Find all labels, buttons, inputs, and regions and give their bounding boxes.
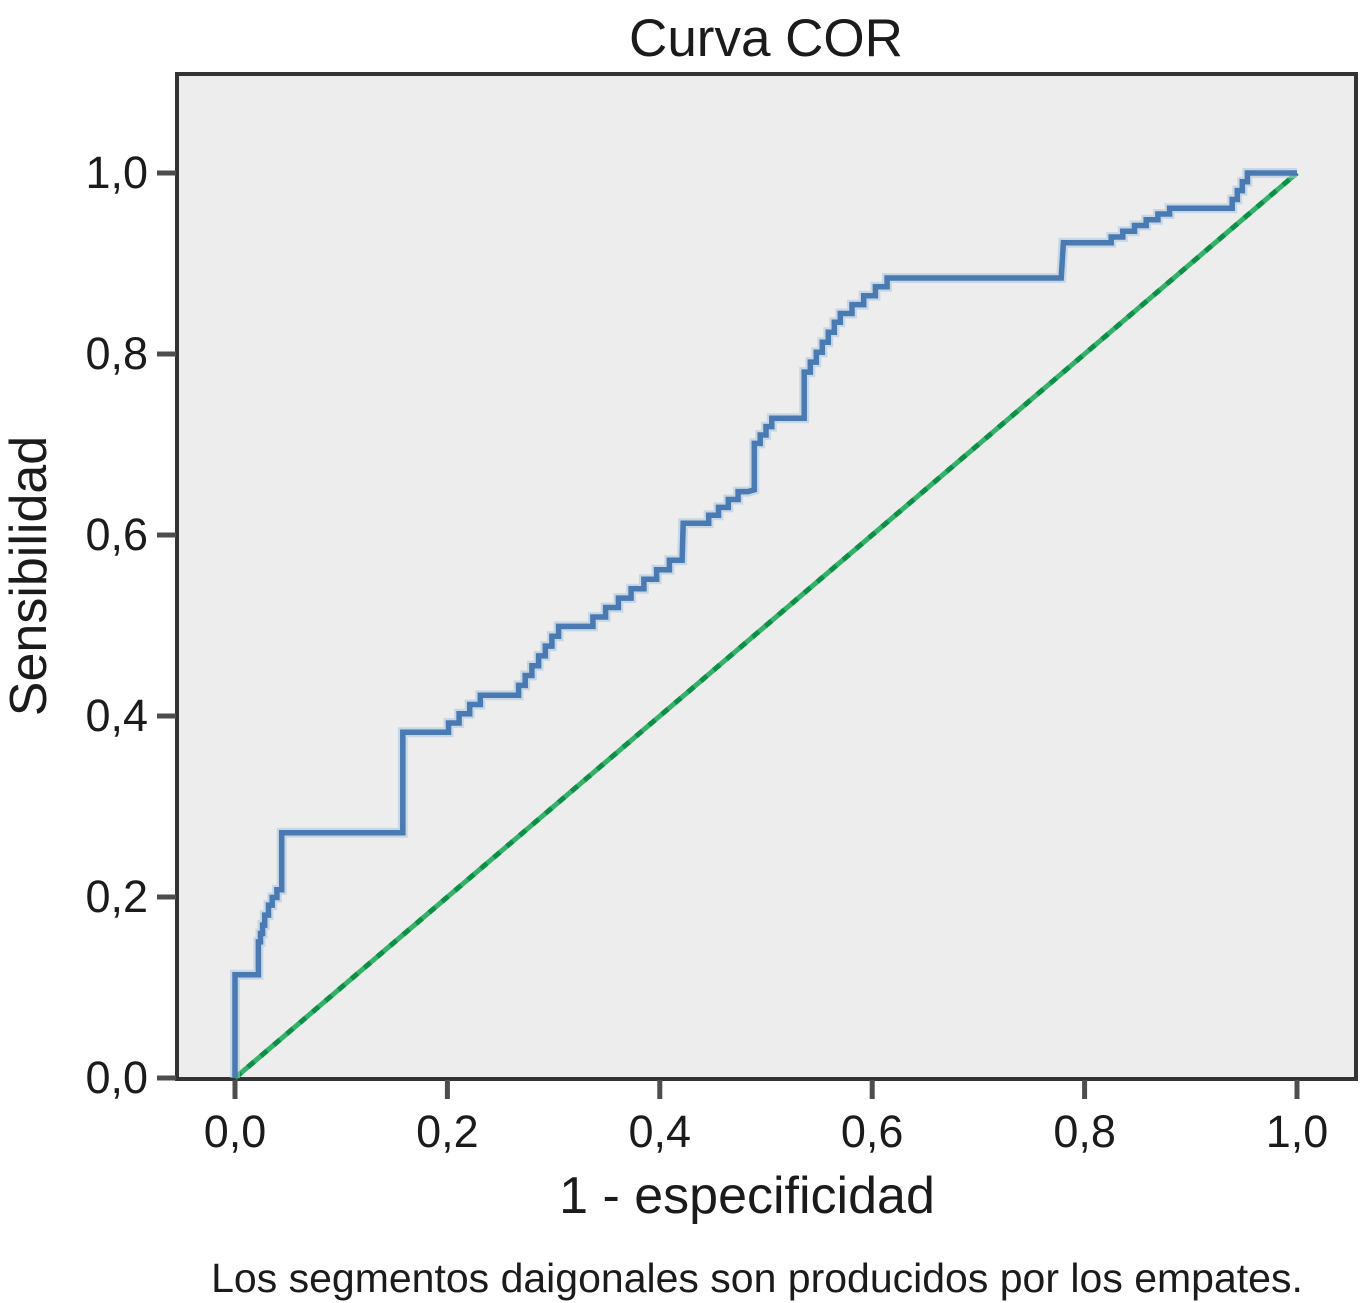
x-tick-label: 1,0 — [1266, 1106, 1329, 1157]
y-tick-label: 0,8 — [85, 328, 148, 379]
x-tick-label: 0,6 — [841, 1106, 904, 1157]
chart-footnote: Los segmentos daigonales son producidos … — [211, 1255, 1303, 1301]
plot-frame — [175, 72, 1358, 1081]
y-tick-label: 0,0 — [85, 1052, 148, 1103]
x-tick-label: 0,8 — [1053, 1106, 1116, 1157]
y-tick-label: 0,6 — [85, 509, 148, 560]
y-axis-title: Sensibilidad — [0, 436, 58, 716]
reference-line-dashes — [233, 171, 1299, 1080]
y-tick-label: 1,0 — [85, 147, 148, 198]
x-tick-label: 0,0 — [204, 1106, 267, 1157]
chart-title: Curva COR — [629, 9, 903, 68]
plot-area — [175, 72, 1358, 1081]
roc-curve-line — [232, 170, 1297, 1078]
x-tick-label: 0,4 — [629, 1106, 692, 1157]
axes: 0,0 0,2 0,4 0,6 0,8 1,0 0,0 0,2 0,4 0,6 0,8 1,0 — [85, 147, 1328, 1157]
y-tick-label: 0,4 — [85, 690, 148, 741]
y-tick-label: 0,2 — [85, 871, 148, 922]
x-axis-title: 1 - especificidad — [559, 1167, 935, 1225]
x-tick-label: 0,2 — [416, 1106, 479, 1157]
